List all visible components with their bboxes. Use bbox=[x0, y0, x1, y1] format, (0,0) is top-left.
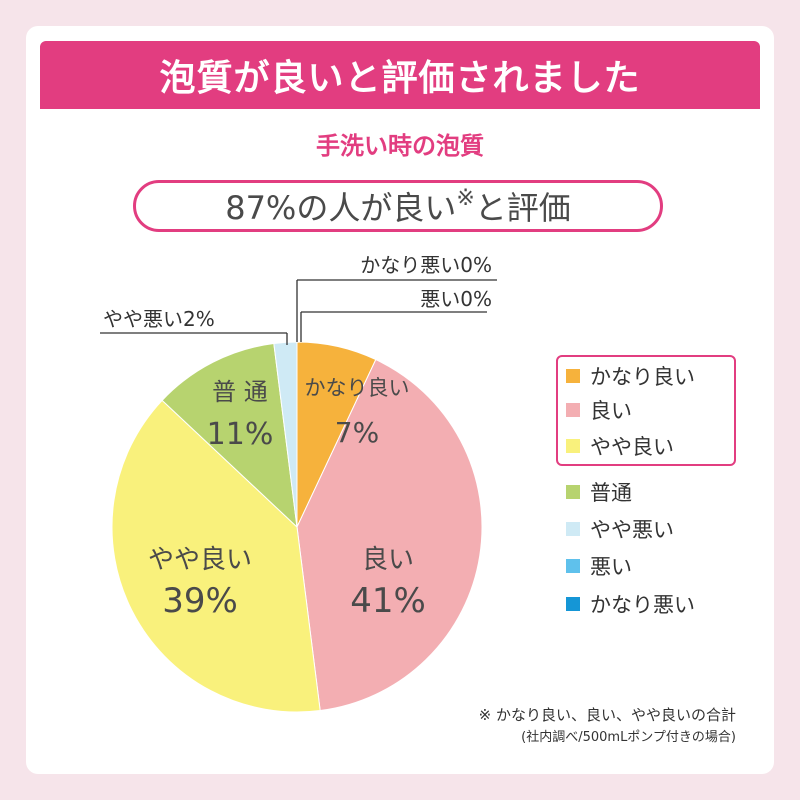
legend-swatch bbox=[566, 485, 580, 499]
callout-yaya-warui: やや悪い2% bbox=[103, 307, 215, 331]
legend-swatch bbox=[566, 559, 580, 573]
slice-value-futsu: 11% bbox=[207, 417, 274, 452]
headline-box: 87%の人が良い ※ と評価 bbox=[133, 180, 663, 232]
legend-swatch bbox=[566, 597, 580, 611]
legend-label: やや良い bbox=[590, 435, 674, 459]
legend-item-yaya-yoi: やや良い bbox=[566, 432, 674, 460]
slice-label-yoi: 良い bbox=[362, 545, 414, 575]
headline-note-mark: ※ bbox=[456, 185, 475, 211]
slice-value-kanari-yoi: 7% bbox=[335, 416, 379, 449]
pie-slice-yoi bbox=[296, 358, 483, 712]
legend-swatch bbox=[566, 439, 580, 453]
pie-slice-yaya-yoi bbox=[111, 399, 321, 713]
pie-slice-futsu bbox=[161, 342, 298, 529]
legend-label: 普通 bbox=[590, 481, 632, 505]
callout-warui: 悪い0% bbox=[420, 287, 492, 311]
legend-swatch bbox=[566, 522, 580, 536]
legend-item-warui: 悪い bbox=[566, 552, 632, 580]
callout-kanari-warui: かなり悪い0% bbox=[360, 253, 492, 277]
legend-item-futsu: 普通 bbox=[566, 478, 632, 506]
headline-suffix: と評価 bbox=[474, 189, 571, 227]
legend-item-kanari-warui: かなり悪い bbox=[566, 590, 695, 618]
slice-label-kanari-yoi: かなり良い bbox=[305, 376, 410, 400]
slice-value-yoi: 41% bbox=[350, 581, 426, 621]
legend-swatch bbox=[566, 369, 580, 383]
legend-item-yaya-warui: やや悪い bbox=[566, 515, 674, 543]
legend-highlight-box bbox=[556, 355, 736, 466]
footnote-line2: (社内調べ/500mLポンプ付きの場合) bbox=[521, 730, 736, 745]
slice-value-yaya-yoi: 39% bbox=[162, 581, 238, 621]
legend-item-yoi: 良い bbox=[566, 396, 632, 424]
legend-swatch bbox=[566, 403, 580, 417]
chart-subtitle: 手洗い時の泡質 bbox=[316, 132, 484, 160]
slice-label-futsu: 普 通 bbox=[212, 378, 268, 406]
footnote-line1: ※ かなり良い、良い、やや良いの合計 bbox=[478, 706, 736, 724]
legend-label: 良い bbox=[590, 399, 632, 423]
banner-title: 泡質が良いと評価されました bbox=[40, 41, 760, 109]
slice-label-yaya-yoi: やや良い bbox=[148, 545, 252, 575]
legend-item-kanari-yoi: かなり良い bbox=[566, 362, 695, 390]
headline-text: 87%の人が良い bbox=[225, 189, 457, 227]
legend-label: 悪い bbox=[590, 555, 632, 579]
legend-label: かなり良い bbox=[590, 365, 695, 389]
legend-label: やや悪い bbox=[590, 518, 674, 542]
legend-label: かなり悪い bbox=[590, 593, 695, 617]
